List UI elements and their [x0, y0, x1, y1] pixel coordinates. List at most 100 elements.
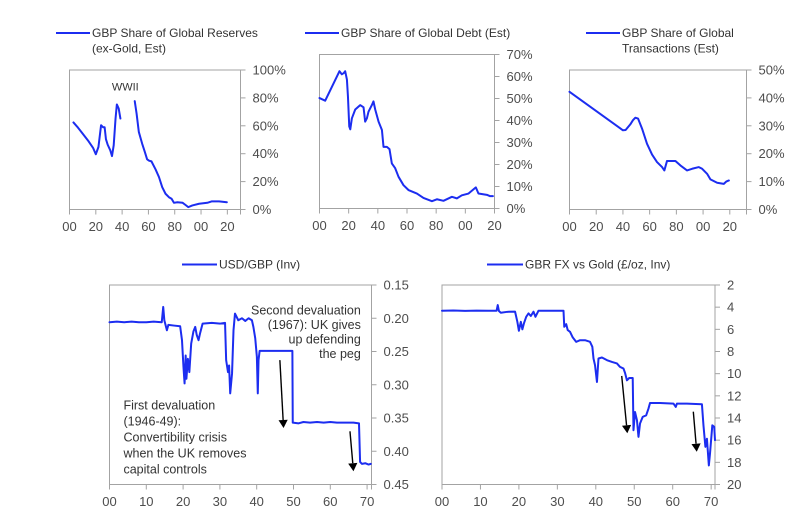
annotation-text: First devaluation — [123, 398, 215, 412]
y-tick-label: 10 — [727, 366, 741, 381]
chart-transactions: 00 20 40 60 80 00 20 0% 10% 20% 30% 40% 50% GBP Share… — [562, 26, 785, 234]
series-line — [133, 100, 228, 209]
annotation-text: up defending — [289, 332, 361, 346]
y-tick-label: 20% — [253, 174, 279, 189]
arrow-head — [621, 424, 632, 434]
y-tick-label: 10% — [507, 179, 533, 194]
x-tick-label: 30 — [550, 494, 564, 509]
legend: GBP Share of Global Transactions (Est) — [586, 26, 734, 56]
series-line — [568, 90, 730, 185]
annotation: First devaluation (1946-49): Convertibilit… — [122, 398, 246, 476]
x-tick-label: 20 — [176, 494, 190, 509]
y-tick-label: 20% — [759, 146, 785, 161]
arrow-head — [348, 462, 358, 472]
x-tick-label: 50 — [627, 494, 641, 509]
y-tick-label: 80% — [253, 90, 279, 105]
series-line — [108, 305, 372, 466]
legend-label: GBP Share of Global Debt (Est) — [341, 26, 510, 40]
legend: GBR FX vs Gold (£/oz, Inv) — [487, 258, 670, 272]
annotation-arrow — [348, 431, 358, 472]
x-tick-label: 00 — [194, 219, 208, 234]
arrow-shaft — [279, 360, 284, 421]
chart-gold: 00 10 20 30 40 50 60 70 2 4 6 8 10 12 14 16 18 20 GBR FX v… — [435, 258, 742, 510]
x-tick-label: 60 — [665, 494, 679, 509]
x-tick-label: 20 — [487, 218, 501, 233]
x-tick-label: 80 — [167, 219, 181, 234]
y-tick-label: 6 — [727, 322, 734, 337]
annotation-text: when the UK removes — [122, 446, 246, 460]
y-tick-label: 8 — [727, 344, 734, 359]
y-tick-label: 40% — [507, 113, 533, 128]
y-tick-label: 20 — [727, 477, 741, 492]
annotation-text: Second devaluation — [251, 303, 361, 317]
x-tick-label: 40 — [589, 494, 603, 509]
y-tick-label: 12 — [727, 388, 741, 403]
x-tick-label: 00 — [102, 494, 116, 509]
y-tick-label: 0% — [507, 201, 526, 216]
series-line — [441, 304, 716, 467]
x-tick-label: 00 — [562, 219, 576, 234]
legend: USD/GBP (Inv) — [182, 258, 300, 272]
x-tick-label: 70 — [360, 494, 374, 509]
annotation-text: Convertibility crisis — [123, 430, 227, 444]
legend-label: (ex-Gold, Est) — [92, 42, 166, 56]
x-tick-label: 30 — [213, 494, 227, 509]
x-tick-label: 20 — [723, 219, 737, 234]
x-tick-label: 60 — [141, 219, 155, 234]
annotation-text: WWII — [112, 82, 139, 94]
chart-reserves: 00 20 40 60 80 00 20 0% 20% 40% 60% 80% 100% GBP Shar… — [56, 26, 286, 234]
arrow-shaft — [692, 411, 697, 444]
y-tick-label: 100% — [253, 63, 287, 78]
y-tick-label: 0.15 — [384, 278, 409, 293]
chart-debt: 00 20 40 60 80 00 20 0% 10% 20% 30% 40% 50% 60% 70% GBP… — [305, 26, 533, 233]
x-tick-label: 40 — [371, 218, 385, 233]
chart-usd_gbp: 00 10 20 30 40 50 60 70 0.15 0.20 0.25 0.30 0.35 0.40… — [102, 258, 409, 510]
arrow-head — [278, 419, 288, 428]
legend-label: GBP Share of Global — [622, 26, 734, 40]
y-tick-label: 10% — [759, 174, 785, 189]
y-tick-label: 70% — [507, 47, 533, 62]
y-tick-label: 2 — [727, 278, 734, 293]
y-tick-label: 4 — [727, 300, 734, 315]
legend-label: USD/GBP (Inv) — [219, 258, 300, 272]
legend-label: GBP Share of Global Reserves — [92, 26, 258, 40]
y-tick-label: 40% — [253, 146, 279, 161]
annotation-text: (1946-49): — [123, 414, 181, 428]
y-tick-label: 60% — [507, 69, 533, 84]
annotation-arrow — [278, 360, 288, 428]
y-tick-label: 0.45 — [384, 477, 409, 492]
annotation-arrow — [621, 375, 632, 434]
annotation: WWII — [112, 82, 139, 94]
y-tick-label: 0.40 — [384, 444, 409, 459]
x-tick-label: 80 — [429, 218, 443, 233]
y-tick-label: 20% — [507, 157, 533, 172]
x-tick-label: 20 — [341, 218, 355, 233]
y-tick-label: 50% — [759, 63, 785, 78]
arrow-shaft — [621, 375, 628, 426]
annotation-text: (1967): UK gives — [268, 318, 361, 332]
x-tick-label: 00 — [435, 494, 449, 509]
y-tick-label: 30% — [507, 135, 533, 150]
annotation-text: capital controls — [123, 462, 206, 476]
x-tick-label: 80 — [669, 219, 683, 234]
annotation-text: the peg — [319, 347, 361, 361]
series-line — [72, 103, 122, 158]
annotation-arrow — [691, 411, 701, 452]
arrow-shaft — [349, 431, 354, 464]
x-tick-label: 20 — [589, 219, 603, 234]
arrow-head — [691, 443, 701, 452]
y-tick-label: 30% — [759, 118, 785, 133]
y-tick-label: 0% — [759, 202, 778, 217]
x-tick-label: 60 — [323, 494, 337, 509]
legend: GBP Share of Global Reserves (ex-Gold, Es… — [56, 26, 258, 56]
x-tick-label: 60 — [642, 219, 656, 234]
x-tick-label: 60 — [400, 218, 414, 233]
y-tick-label: 0.35 — [384, 411, 409, 426]
x-tick-label: 20 — [89, 219, 103, 234]
y-tick-label: 0.20 — [384, 311, 409, 326]
x-tick-label: 10 — [473, 494, 487, 509]
legend-label: Transactions (Est) — [622, 42, 719, 56]
